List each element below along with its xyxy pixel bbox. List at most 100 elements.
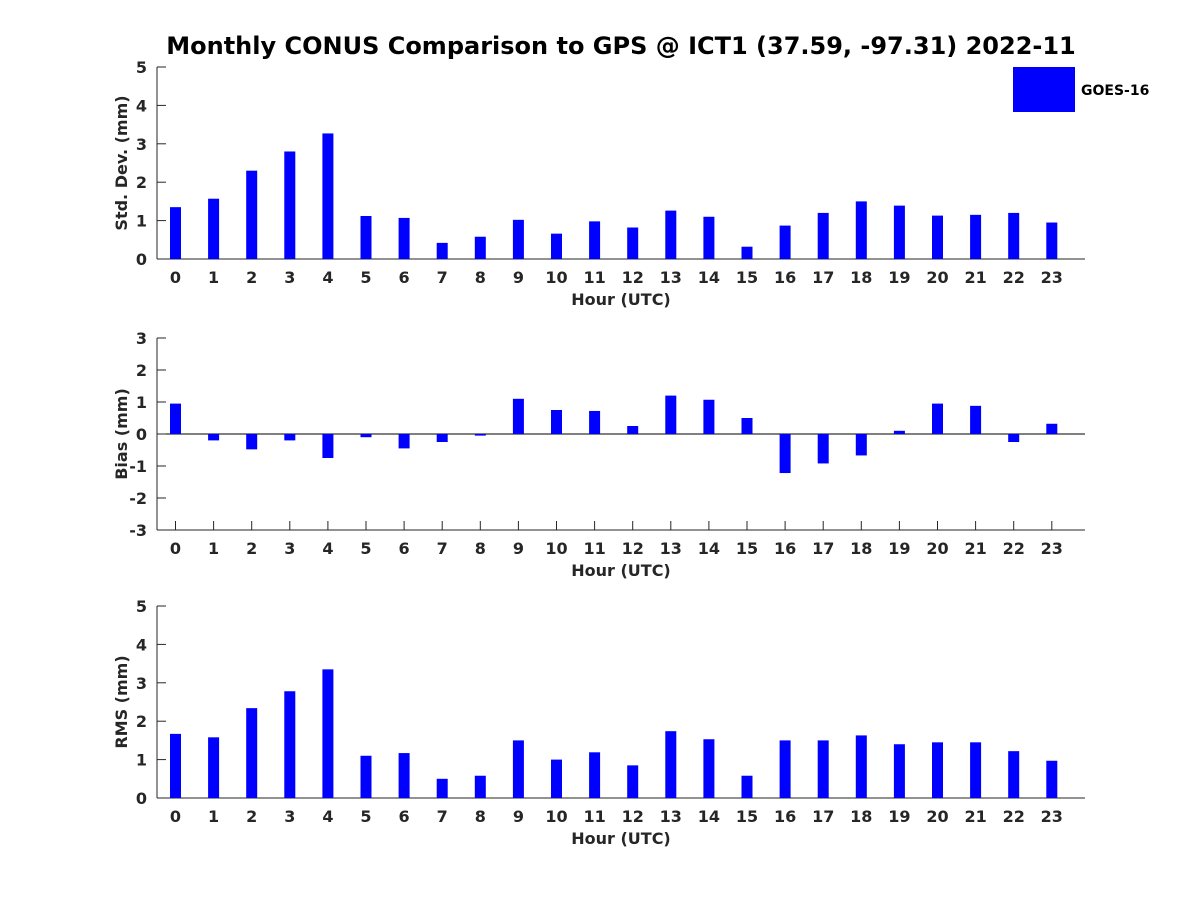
x-tick-label-rms: 11 <box>583 807 605 826</box>
x-tick-label-bias: 23 <box>1041 539 1063 558</box>
bar-std-dev-hour-15 <box>741 246 753 259</box>
x-tick-label-std-dev: 0 <box>170 268 181 287</box>
bar-std-dev-hour-4 <box>322 133 334 259</box>
x-tick-label-rms: 6 <box>399 807 410 826</box>
x-tick-label-std-dev: 10 <box>545 268 567 287</box>
x-tick-label-std-dev: 2 <box>246 268 257 287</box>
bar-bias-hour-12 <box>627 426 639 434</box>
x-tick-label-rms: 3 <box>284 807 295 826</box>
bar-std-dev-hour-14 <box>703 216 715 259</box>
x-tick-label-bias: 16 <box>774 539 796 558</box>
x-tick-label-rms: 7 <box>437 807 448 826</box>
bar-bias-hour-15 <box>741 418 753 434</box>
x-tick-label-rms: 9 <box>513 807 524 826</box>
bar-bias-hour-17 <box>817 434 829 464</box>
y-tick-label-bias: 3 <box>136 329 147 348</box>
y-tick-label-std-dev: 0 <box>136 250 147 269</box>
x-tick-label-bias: 8 <box>475 539 486 558</box>
bar-rms-hour-21 <box>970 742 982 798</box>
y-axis-label-rms: RMS (mm) <box>112 655 131 748</box>
bar-std-dev-hour-9 <box>512 219 524 259</box>
x-tick-label-bias: 0 <box>170 539 181 558</box>
x-tick-label-bias: 19 <box>888 539 910 558</box>
x-tick-label-bias: 13 <box>660 539 682 558</box>
bar-rms-hour-19 <box>893 744 905 798</box>
bar-bias-hour-23 <box>1046 423 1058 434</box>
x-tick-label-bias: 12 <box>622 539 644 558</box>
bar-bias-hour-16 <box>779 434 791 474</box>
x-tick-label-rms: 22 <box>1003 807 1025 826</box>
x-axis-label-bias: Hour (UTC) <box>571 561 671 580</box>
bar-rms-hour-15 <box>741 775 753 798</box>
bar-std-dev-hour-22 <box>1008 212 1020 259</box>
y-tick-label-std-dev: 2 <box>136 173 147 192</box>
bar-rms-hour-22 <box>1008 751 1020 798</box>
y-tick-label-rms: 4 <box>136 635 147 654</box>
x-tick-label-std-dev: 15 <box>736 268 758 287</box>
x-tick-label-std-dev: 21 <box>964 268 986 287</box>
x-tick-label-bias: 6 <box>399 539 410 558</box>
x-tick-label-rms: 13 <box>660 807 682 826</box>
chart-title: Monthly CONUS Comparison to GPS @ ICT1 (… <box>166 32 1076 60</box>
x-tick-label-std-dev: 14 <box>698 268 720 287</box>
bar-bias-hour-4 <box>322 434 334 458</box>
y-tick-label-rms: 0 <box>136 789 147 808</box>
x-tick-label-rms: 0 <box>170 807 181 826</box>
bar-rms-hour-7 <box>436 778 448 798</box>
x-tick-label-std-dev: 11 <box>583 268 605 287</box>
y-tick-label-rms: 3 <box>136 674 147 693</box>
x-tick-label-rms: 20 <box>926 807 948 826</box>
y-axis-label-std-dev: Std. Dev. (mm) <box>112 95 131 230</box>
bar-std-dev-hour-19 <box>893 205 905 259</box>
x-tick-label-std-dev: 1 <box>208 268 219 287</box>
x-tick-label-rms: 17 <box>812 807 834 826</box>
x-tick-label-rms: 16 <box>774 807 796 826</box>
x-tick-label-bias: 3 <box>284 539 295 558</box>
y-axis-label-bias: Bias (mm) <box>112 388 131 480</box>
bar-std-dev-hour-0 <box>170 207 181 259</box>
x-tick-label-bias: 11 <box>583 539 605 558</box>
y-tick-label-bias: 1 <box>136 393 147 412</box>
y-tick-label-bias: 0 <box>136 425 147 444</box>
bar-rms-hour-12 <box>627 765 639 798</box>
bar-rms-hour-8 <box>474 775 486 798</box>
x-tick-label-std-dev: 20 <box>926 268 948 287</box>
bar-std-dev-hour-3 <box>284 151 296 259</box>
bar-bias-hour-7 <box>436 434 448 442</box>
x-tick-label-std-dev: 6 <box>399 268 410 287</box>
bar-rms-hour-0 <box>170 733 181 798</box>
x-tick-label-std-dev: 5 <box>360 268 371 287</box>
x-tick-label-rms: 12 <box>622 807 644 826</box>
x-tick-label-bias: 2 <box>246 539 257 558</box>
bar-rms-hour-23 <box>1046 760 1058 798</box>
x-tick-label-bias: 21 <box>964 539 986 558</box>
bar-std-dev-hour-10 <box>551 233 562 259</box>
bar-bias-hour-21 <box>970 405 982 434</box>
x-tick-label-std-dev: 23 <box>1041 268 1063 287</box>
bar-bias-hour-9 <box>512 398 524 434</box>
bar-std-dev-hour-2 <box>246 170 258 259</box>
x-tick-label-std-dev: 19 <box>888 268 910 287</box>
y-tick-label-std-dev: 5 <box>136 58 147 77</box>
x-tick-label-rms: 8 <box>475 807 486 826</box>
y-tick-label-rms: 5 <box>136 597 147 616</box>
y-tick-label-rms: 1 <box>136 751 147 770</box>
legend-label-goes16: GOES-16 <box>1081 83 1149 99</box>
bar-rms-hour-3 <box>284 691 296 798</box>
bar-bias-hour-8 <box>474 434 486 436</box>
x-tick-label-std-dev: 17 <box>812 268 834 287</box>
bar-std-dev-hour-5 <box>360 215 372 259</box>
bar-rms-hour-2 <box>246 708 258 798</box>
x-tick-label-bias: 17 <box>812 539 834 558</box>
x-axis-label-rms: Hour (UTC) <box>571 829 671 848</box>
bar-std-dev-hour-23 <box>1046 222 1058 259</box>
x-tick-label-rms: 10 <box>545 807 567 826</box>
bar-bias-hour-20 <box>932 403 943 434</box>
x-tick-label-bias: 4 <box>322 539 333 558</box>
bar-std-dev-hour-7 <box>436 242 448 259</box>
y-tick-label-std-dev: 3 <box>136 135 147 154</box>
x-tick-label-std-dev: 12 <box>622 268 644 287</box>
x-tick-label-rms: 1 <box>208 807 219 826</box>
